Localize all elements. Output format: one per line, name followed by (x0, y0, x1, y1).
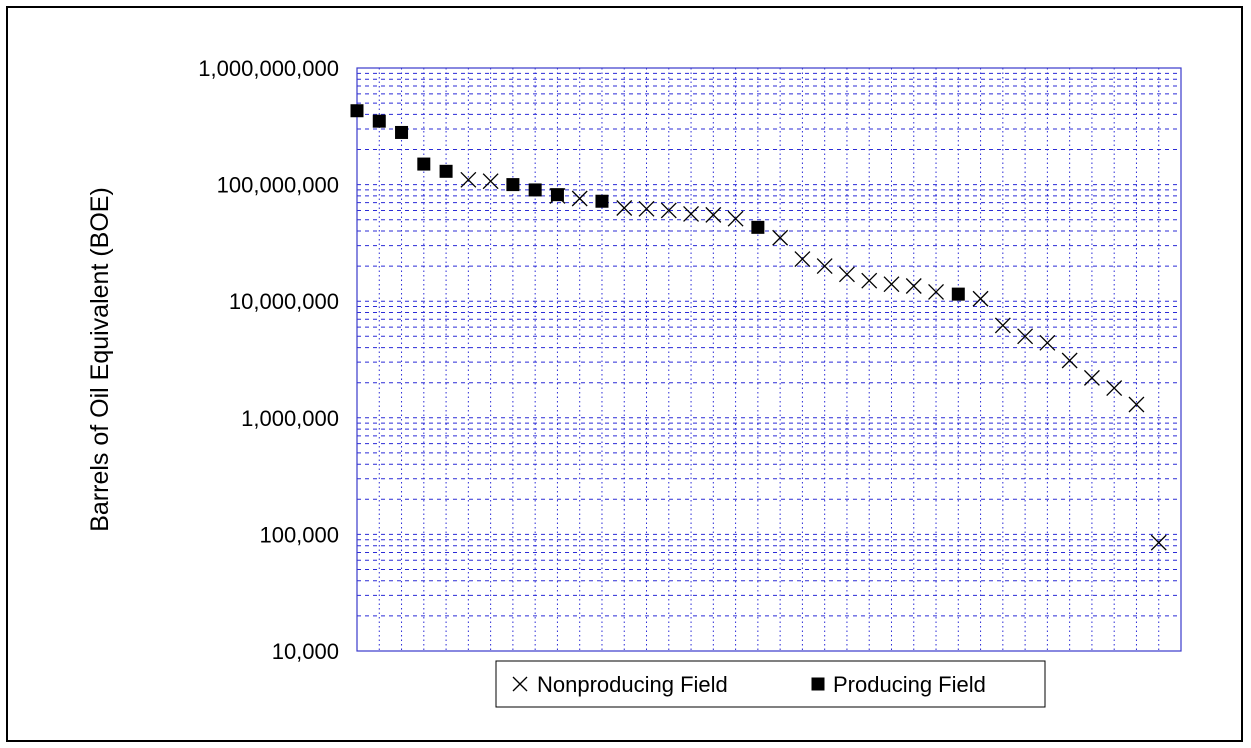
nonproducing-point (638, 200, 655, 217)
y-tick-label: 10,000,000 (229, 289, 339, 314)
nonproducing-point (1039, 334, 1056, 351)
producing-point (951, 287, 965, 301)
nonproducing-point (1083, 369, 1100, 386)
nonproducing-point (616, 200, 633, 216)
y-axis-ticks: 10,000 100,000 1,000,000 10,000,000 100,000,… (198, 56, 339, 664)
nonproducing-point (928, 284, 944, 300)
gridlines (356, 68, 1182, 652)
nonproducing-point (772, 229, 789, 246)
nonproducing-point (1061, 352, 1078, 369)
nonproducing-point (972, 290, 989, 307)
plot-area (356, 67, 1182, 652)
nonproducing-point (571, 190, 588, 207)
nonproducing-point (1017, 328, 1034, 345)
nonproducing-point (705, 206, 722, 223)
legend-box (495, 660, 1046, 708)
legend-label-nonproducing: Nonproducing Field (537, 672, 728, 697)
producing-point (528, 183, 542, 197)
y-axis-title: Barrels of Oil Equivalent (BOE) (86, 187, 114, 532)
legend-x-icon (512, 676, 528, 692)
nonproducing-point (683, 206, 700, 222)
nonproducing-point (1150, 534, 1167, 551)
data-markers (350, 104, 1167, 551)
producing-point (595, 194, 609, 208)
nonproducing-point (905, 278, 922, 294)
producing-point (506, 178, 520, 192)
y-tick-label: 10,000 (272, 639, 339, 664)
legend: Nonproducing Field Producing Field (495, 660, 1046, 708)
y-tick-label: 1,000,000 (241, 406, 339, 431)
nonproducing-point (660, 202, 677, 219)
nonproducing-point (1106, 380, 1123, 396)
producing-point (395, 125, 409, 139)
nonproducing-point (838, 266, 855, 283)
nonproducing-point (816, 258, 833, 275)
producing-point (751, 220, 765, 234)
producing-point (439, 164, 453, 178)
legend-label-producing: Producing Field (833, 672, 986, 697)
nonproducing-point (861, 272, 878, 289)
producing-point (417, 157, 431, 171)
producing-point (372, 114, 386, 128)
producing-point (550, 188, 564, 202)
nonproducing-point (482, 173, 499, 190)
nonproducing-point (460, 171, 477, 188)
y-tick-label: 1,000,000,000 (198, 56, 339, 81)
producing-point (350, 104, 364, 118)
nonproducing-point (883, 276, 900, 293)
nonproducing-point (994, 317, 1011, 334)
legend-items: Nonproducing Field Producing Field (512, 672, 986, 697)
nonproducing-point (727, 210, 744, 227)
nonproducing-point (794, 251, 811, 267)
nonproducing-point (1128, 396, 1145, 413)
legend-square-icon (811, 677, 825, 691)
y-tick-label: 100,000,000 (217, 173, 339, 198)
y-tick-label: 100,000 (259, 522, 339, 547)
